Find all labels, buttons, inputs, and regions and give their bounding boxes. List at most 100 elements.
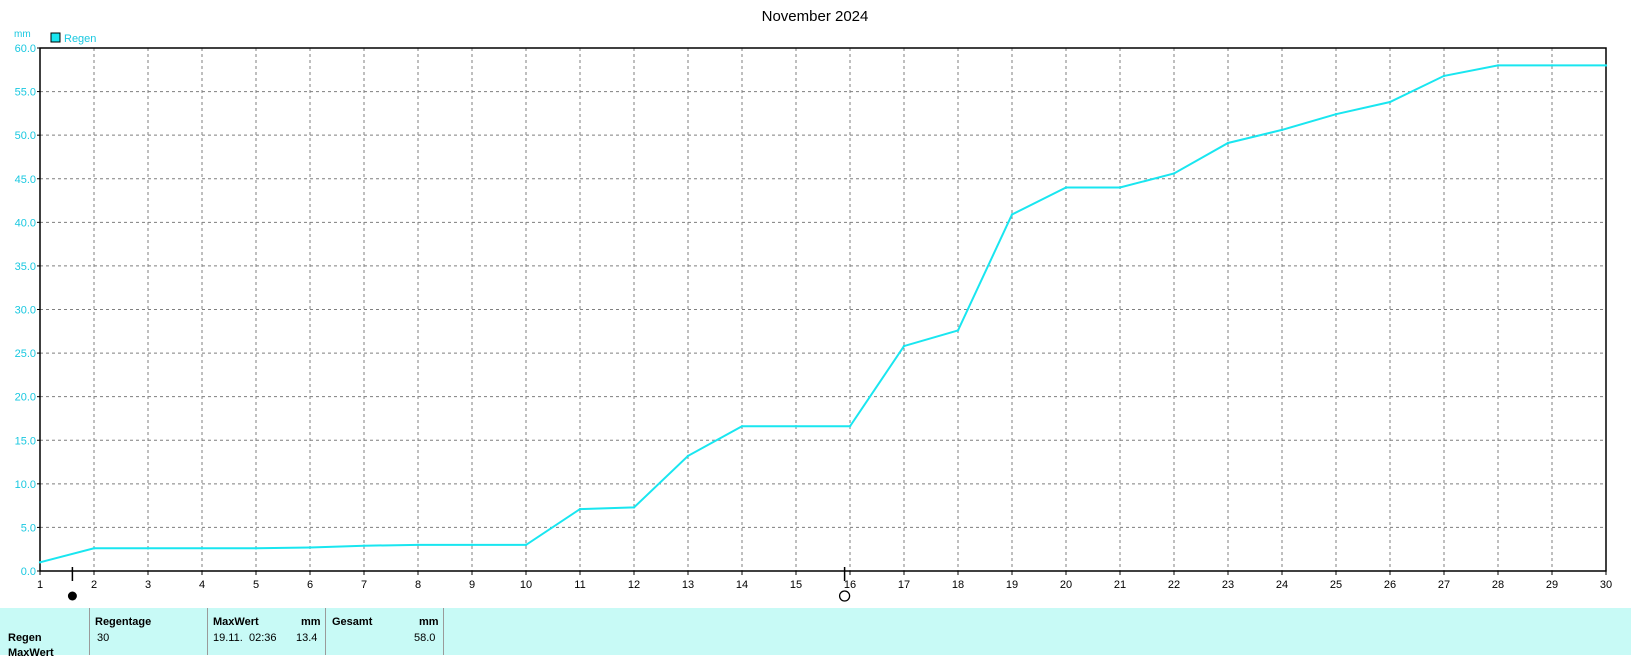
x-tick-label: 4 (199, 579, 205, 591)
data-point (686, 454, 690, 458)
x-tick-label: 12 (628, 579, 640, 591)
y-tick-label: 60.0 (15, 43, 36, 55)
summary-unit-gesamt: mm (419, 616, 439, 628)
chart-title: November 2024 (762, 8, 869, 25)
summary-unit-maxwert: mm (301, 616, 321, 628)
x-tick-label: 25 (1330, 579, 1342, 591)
data-point (956, 329, 960, 332)
data-point (1172, 172, 1176, 175)
data-point (308, 546, 312, 549)
data-point (1496, 64, 1500, 67)
new-moon-icon (67, 591, 77, 601)
data-point (254, 547, 258, 550)
x-axis: 1 2 3 4 5 6 7 8 9 10 11 12 13 14 15 16 17 18 19 20 21 22 23 24 2… (37, 571, 1612, 591)
summary-row-label-maxwert: MaxWert (8, 647, 54, 659)
x-tick-label: 3 (145, 579, 151, 591)
x-tick-label: 30 (1600, 579, 1612, 591)
x-tick-label: 1 (37, 579, 43, 591)
data-point (1604, 64, 1608, 67)
y-tick-label: 15.0 (15, 435, 36, 447)
data-point (416, 543, 420, 547)
data-point (146, 547, 150, 550)
series-layer (38, 64, 1608, 564)
summary-header-gesamt: Gesamt (332, 616, 373, 628)
x-tick-label: 19 (1006, 579, 1018, 591)
y-tick-label: 55.0 (15, 87, 36, 99)
y-tick-label: 20.0 (15, 392, 36, 404)
summary-table: Regen MaxWert Regentage 30 MaxWert mm 19… (0, 608, 1631, 659)
legend-label: Regen (64, 33, 96, 45)
x-tick-label: 11 (574, 579, 585, 591)
chart: November 2024 mm Regen 0.05.010.015.020.… (14, 8, 1612, 602)
data-point (524, 543, 528, 547)
x-tick-label: 27 (1438, 579, 1450, 591)
data-point (1010, 213, 1014, 216)
data-point (740, 425, 744, 428)
legend-swatch (50, 32, 61, 43)
summary-value-regentage: 30 (97, 632, 110, 644)
data-point (632, 506, 636, 509)
y-tick-label: 40.0 (15, 217, 36, 229)
data-point (92, 547, 96, 550)
x-tick-label: 20 (1060, 579, 1072, 591)
x-tick-label: 14 (736, 579, 748, 591)
y-tick-label: 5.0 (21, 522, 36, 534)
y-tick-label: 35.0 (15, 261, 36, 273)
x-tick-label: 2 (91, 579, 97, 591)
summary-header-maxwert: MaxWert (213, 616, 259, 628)
x-tick-label: 29 (1546, 579, 1558, 591)
y-tick-label: 45.0 (15, 174, 36, 186)
data-point (38, 561, 42, 564)
data-point (1280, 128, 1284, 132)
data-point (1550, 64, 1554, 67)
x-tick-label: 23 (1222, 579, 1234, 591)
data-point (470, 543, 474, 547)
x-tick-label: 10 (520, 579, 532, 591)
summary-divider (443, 608, 444, 655)
y-axis: 0.0 5.0 10.0 15.0 20.0 25.0 30.0 35.0 40.0 45.0 50… (15, 43, 40, 578)
y-tick-label: 10.0 (15, 479, 36, 491)
data-point (794, 425, 798, 428)
series-line-regen (39, 64, 1606, 564)
x-tick-label: 24 (1276, 579, 1288, 591)
data-point (1442, 74, 1446, 78)
y-tick-label: 50.0 (15, 130, 36, 142)
summary-divider (207, 608, 208, 655)
data-point (1226, 141, 1230, 145)
x-tick-label: 9 (469, 579, 475, 591)
data-point (362, 544, 366, 547)
y-tick-label: 0.0 (21, 566, 36, 578)
data-point (1118, 186, 1122, 189)
x-tick-label: 13 (682, 579, 694, 591)
summary-divider (325, 608, 326, 655)
x-tick-label: 5 (253, 579, 259, 591)
summary-divider (89, 608, 90, 655)
data-point (1334, 113, 1338, 116)
x-tick-label: 15 (790, 579, 802, 591)
summary-time-maxwert: 02:36 (249, 632, 277, 644)
y-unit-label: mm (14, 29, 31, 40)
grid-layer (40, 48, 1606, 571)
data-point (902, 344, 906, 348)
summary-row-label-regen: Regen (8, 632, 42, 644)
data-point (1064, 186, 1068, 189)
y-tick-label: 30.0 (15, 305, 36, 317)
summary-value-maxwert: 13.4 (296, 632, 318, 644)
data-point (200, 547, 204, 550)
data-point (1388, 100, 1392, 104)
x-tick-label: 16 (844, 579, 856, 591)
summary-date-maxwert: 19.11. (213, 632, 243, 644)
x-tick-label: 28 (1492, 579, 1504, 591)
x-tick-label: 22 (1168, 579, 1180, 591)
x-tick-label: 8 (415, 579, 421, 591)
y-tick-label: 25.0 (15, 348, 36, 360)
data-point (578, 507, 582, 511)
x-tick-label: 26 (1384, 579, 1396, 591)
summary-header-regentage: Regentage (95, 616, 152, 628)
x-tick-label: 7 (361, 579, 367, 591)
full-moon-icon (838, 590, 851, 602)
x-tick-label: 6 (307, 579, 313, 591)
moon-phase-layer (67, 567, 851, 602)
x-tick-label: 21 (1114, 579, 1126, 591)
summary-value-gesamt: 58.0 (414, 632, 436, 644)
